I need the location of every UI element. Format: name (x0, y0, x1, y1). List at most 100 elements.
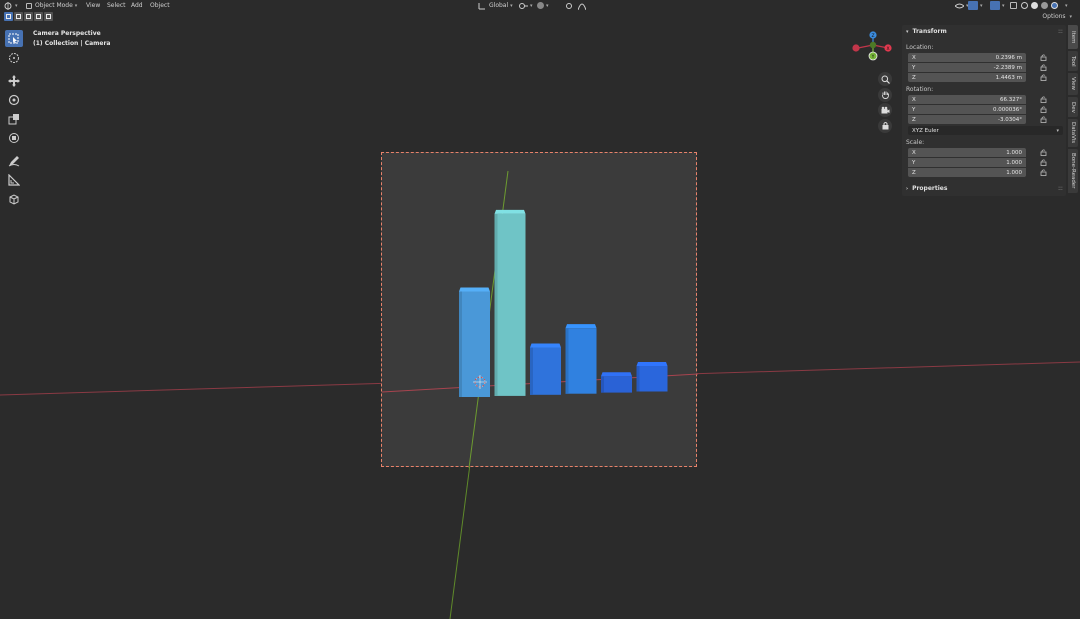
pan-button[interactable] (878, 87, 892, 102)
overlays-toggle-button[interactable]: ▾ (990, 0, 1005, 11)
select-box-tool[interactable] (5, 30, 23, 47)
shading-rendered-button[interactable] (1051, 0, 1058, 11)
transform-tool[interactable] (5, 129, 23, 146)
bar-object-2[interactable] (494, 209, 526, 396)
bar-object-4[interactable] (565, 324, 597, 394)
field-axis: X (912, 149, 916, 156)
annotate-icon (8, 155, 20, 166)
add-cube-tool[interactable] (5, 190, 23, 207)
proportional-edit-button[interactable] (566, 0, 572, 11)
lock-location-z-icon[interactable] (1040, 74, 1047, 81)
chevron-down-icon: ▾ (15, 2, 18, 9)
scale-tool[interactable] (5, 110, 23, 127)
lock-location-x-icon[interactable] (1040, 54, 1047, 61)
field-axis: Y (912, 64, 916, 71)
tab-datavis[interactable]: DataVis (1068, 119, 1078, 147)
field-axis: Y (912, 106, 916, 113)
zoom-button[interactable] (878, 72, 892, 86)
gizmo-x-icon[interactable] (884, 44, 892, 52)
select-mode-set-button[interactable] (4, 12, 13, 21)
annotate-tool[interactable] (5, 152, 23, 169)
3d-cursor-icon[interactable] (473, 375, 487, 389)
scale-x-field[interactable]: X 1.000 (908, 148, 1026, 157)
gizmo-neg-x-icon[interactable] (852, 44, 860, 52)
lock-rotation-x-icon[interactable] (1040, 96, 1047, 103)
view-name: Camera Perspective (33, 30, 101, 37)
overlays-icon (990, 1, 1000, 10)
snap-icon (537, 2, 544, 9)
mode-dropdown[interactable]: Object Mode ▾ (26, 0, 77, 11)
xray-toggle-button[interactable] (1010, 0, 1017, 11)
shading-material-button[interactable] (1041, 0, 1048, 11)
gizmo-z-icon[interactable] (869, 31, 877, 39)
rotate-tool[interactable] (5, 91, 23, 108)
location-y-field[interactable]: Y -2.2389 m (908, 63, 1026, 72)
move-tool[interactable] (5, 72, 23, 89)
transform-panel-header[interactable]: ▾ Transform (906, 28, 947, 35)
camera-view-button[interactable] (878, 103, 892, 117)
menu-object[interactable]: Object (150, 2, 170, 9)
menu-view[interactable]: View (86, 2, 101, 9)
transform-orientation-dropdown[interactable]: Global ▾ (478, 0, 513, 11)
pivot-point-button[interactable]: ▾ (519, 0, 533, 11)
options-label: Options (1042, 13, 1066, 20)
visibility-button[interactable]: ▾ (955, 0, 969, 11)
scale-y-field[interactable]: Y 1.000 (908, 158, 1026, 167)
shading-options-button[interactable]: ▾ (1063, 0, 1068, 11)
material-shading-icon (1041, 2, 1048, 9)
location-z-field[interactable]: Z 1.4463 m (908, 73, 1026, 82)
select-mode-invert-button[interactable] (34, 12, 43, 21)
tab-bone-reader[interactable]: Bone-Reader (1068, 149, 1078, 193)
location-x-field[interactable]: X 0.2396 m (908, 53, 1026, 62)
lock-rotation-z-icon[interactable] (1040, 116, 1047, 123)
falloff-button[interactable] (578, 0, 586, 11)
tab-item[interactable]: Item (1068, 25, 1078, 49)
tab-dev[interactable]: Dev (1068, 97, 1078, 117)
3d-viewport-icon (4, 1, 12, 10)
tab-tool[interactable]: Tool (1068, 51, 1078, 71)
shading-solid-button[interactable] (1031, 0, 1038, 11)
shading-wireframe-button[interactable] (1021, 0, 1028, 11)
menu-select[interactable]: Select (107, 2, 126, 9)
select-set-icon (6, 14, 11, 19)
bar-object-5[interactable] (601, 372, 632, 393)
lock-scale-x-icon[interactable] (1040, 149, 1047, 156)
measure-icon (8, 173, 20, 186)
options-dropdown[interactable]: Options ▾ (1042, 13, 1072, 20)
drag-grip-icon[interactable]: :::: (1057, 185, 1063, 192)
bar-object-3[interactable] (530, 343, 561, 395)
chevron-down-icon: ▾ (530, 2, 533, 9)
lock-location-y-icon[interactable] (1040, 64, 1047, 71)
rotation-x-field[interactable]: X 66.327° (908, 95, 1026, 104)
bar-object-6[interactable] (636, 362, 668, 392)
rendered-shading-icon (1051, 2, 1058, 9)
select-extend-icon (16, 14, 21, 19)
select-mode-intersect-button[interactable] (44, 12, 53, 21)
menu-add[interactable]: Add (131, 2, 143, 9)
gizmo-y-icon[interactable] (868, 51, 878, 61)
chevron-down-icon: ▾ (1002, 2, 1005, 9)
tab-view[interactable]: View (1068, 73, 1078, 95)
editor-type-button[interactable]: ▾ (4, 0, 18, 11)
drag-grip-icon[interactable]: :::: (1057, 28, 1063, 35)
rotation-z-field[interactable]: Z -3.0304° (908, 115, 1026, 124)
viewport-header: ▾ Object Mode ▾ View Select Add Object G… (0, 0, 1080, 11)
cursor-tool[interactable] (5, 49, 23, 66)
lock-scale-y-icon[interactable] (1040, 159, 1047, 166)
lock-rotation-y-icon[interactable] (1040, 106, 1047, 113)
properties-panel-header[interactable]: › Properties (906, 185, 947, 192)
snap-button[interactable]: ▾ (537, 0, 549, 11)
select-mode-extend-button[interactable] (14, 12, 23, 21)
measure-tool[interactable] (5, 171, 23, 188)
gizmo-toggle-button[interactable]: ▾ (968, 0, 983, 11)
lock-camera-button[interactable] (878, 118, 892, 133)
select-mode-subtract-button[interactable] (24, 12, 33, 21)
field-value: 66.327° (1000, 96, 1022, 103)
rotation-y-field[interactable]: Y 0.000036° (908, 105, 1026, 114)
gizmo-neg-y-icon[interactable] (869, 41, 877, 49)
navigation-gizmo[interactable]: Z X Y (850, 30, 896, 66)
lock-scale-z-icon[interactable] (1040, 169, 1047, 176)
scale-z-field[interactable]: Z 1.000 (908, 168, 1026, 177)
rotation-mode-dropdown[interactable]: XYZ Euler ▾ (908, 126, 1063, 135)
bar-object-1[interactable] (459, 287, 490, 397)
